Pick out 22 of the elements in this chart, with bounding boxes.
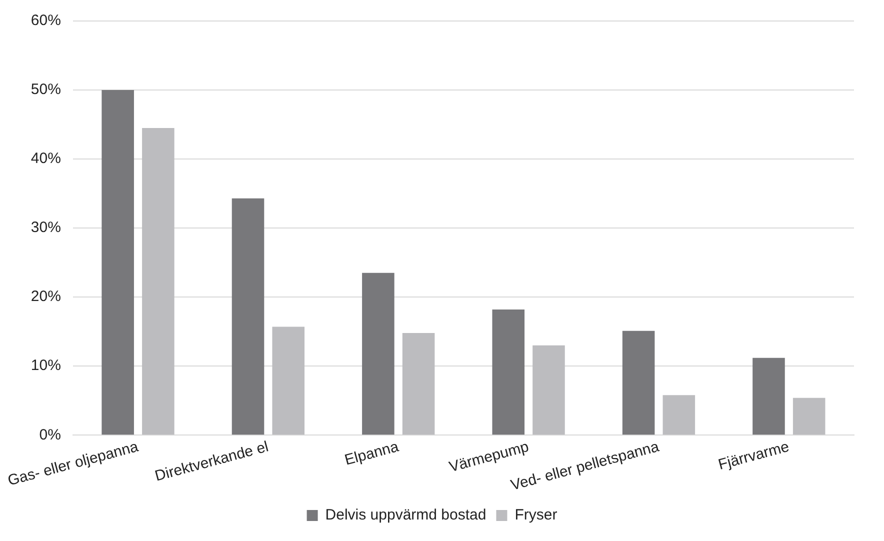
y-tick-label: 0% [39, 426, 61, 444]
bar [102, 90, 134, 435]
bar [752, 358, 785, 435]
bar [142, 128, 174, 435]
bar [792, 398, 826, 435]
y-tick-label: 50% [30, 81, 61, 98]
bar [362, 272, 394, 435]
y-tick-label: 10% [30, 357, 61, 374]
y-tick-label: 20% [30, 288, 61, 306]
y-tick-label: 30% [30, 219, 61, 236]
bar [532, 345, 565, 435]
legend-label: Fryser [514, 506, 558, 524]
bar [622, 330, 655, 435]
bar [492, 310, 525, 435]
y-tick-label: 40% [30, 150, 61, 168]
bar [662, 395, 696, 435]
legend-label: Delvis uppvärmd bostad [325, 506, 486, 524]
y-tick-label: 60% [30, 12, 61, 30]
x-tick-label: Elpanna [342, 438, 402, 469]
bar [402, 332, 435, 435]
bar [232, 198, 264, 435]
bar [272, 326, 305, 435]
